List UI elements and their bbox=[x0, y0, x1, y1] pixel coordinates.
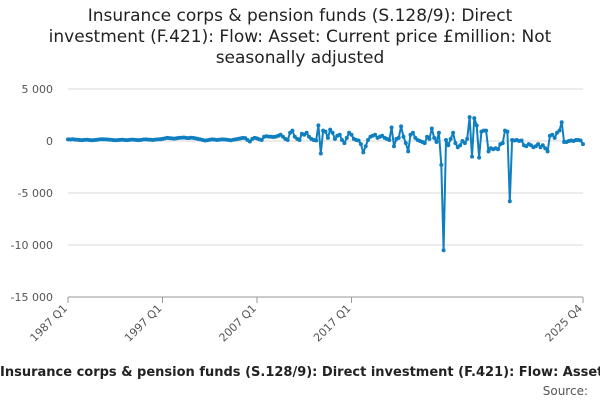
data-point bbox=[358, 142, 363, 147]
gridlines bbox=[68, 88, 583, 298]
data-point bbox=[389, 125, 394, 130]
data-point bbox=[474, 123, 479, 128]
data-point bbox=[477, 155, 482, 160]
data-point bbox=[429, 126, 434, 131]
data-point bbox=[543, 146, 548, 151]
data-point bbox=[290, 128, 295, 133]
legend-label: Insurance corps & pension funds (S.128/9… bbox=[0, 365, 600, 380]
data-point bbox=[373, 132, 378, 137]
data-point bbox=[507, 199, 512, 204]
source-label: Source: bbox=[542, 384, 588, 398]
data-point bbox=[578, 138, 583, 143]
data-point bbox=[318, 151, 323, 156]
title-line-3: seasonally adjusted bbox=[215, 48, 385, 68]
data-point bbox=[399, 124, 404, 129]
data-point bbox=[465, 136, 470, 141]
data-point bbox=[361, 150, 366, 155]
data-point bbox=[448, 136, 453, 141]
data-point bbox=[451, 130, 456, 135]
data-point bbox=[462, 141, 467, 146]
data-point bbox=[484, 128, 489, 133]
data-point bbox=[332, 136, 337, 141]
x-tick-label: 1997 Q1 bbox=[122, 302, 165, 345]
y-tick-label: 5 000 bbox=[22, 83, 54, 96]
data-point bbox=[401, 134, 406, 139]
data-point bbox=[406, 149, 411, 154]
y-axis: 5 000 0 -5 000 -10 000 -15 000 bbox=[11, 83, 53, 304]
series-line bbox=[67, 116, 584, 252]
x-tick-label: 2025 Q4 bbox=[543, 302, 586, 345]
y-tick-label: -15 000 bbox=[11, 291, 53, 304]
data-point bbox=[344, 135, 349, 140]
data-point bbox=[337, 132, 342, 137]
data-point bbox=[330, 130, 335, 135]
y-tick-label: -10 000 bbox=[11, 239, 53, 252]
data-point bbox=[325, 135, 330, 140]
data-point bbox=[314, 138, 319, 143]
data-point bbox=[557, 128, 562, 133]
data-point bbox=[500, 141, 505, 146]
data-point bbox=[403, 141, 408, 146]
data-point bbox=[446, 143, 451, 148]
data-point bbox=[323, 129, 328, 134]
data-point bbox=[349, 132, 354, 137]
data-point bbox=[453, 141, 458, 146]
data-point bbox=[342, 141, 347, 146]
data-point bbox=[444, 138, 448, 142]
data-point bbox=[505, 129, 510, 134]
data-point bbox=[366, 138, 370, 142]
x-tick-label: 2017 Q1 bbox=[311, 302, 354, 345]
data-point bbox=[467, 115, 472, 120]
y-tick-label: -5 000 bbox=[18, 187, 53, 200]
data-point bbox=[470, 154, 474, 159]
data-point bbox=[559, 120, 564, 125]
data-point bbox=[304, 130, 309, 135]
data-point bbox=[550, 132, 555, 137]
x-tick-label: 1987 Q1 bbox=[28, 302, 71, 345]
data-point bbox=[519, 138, 524, 143]
y-tick-label: 0 bbox=[46, 135, 53, 148]
data-point bbox=[396, 135, 401, 140]
data-point bbox=[552, 135, 557, 140]
data-point bbox=[581, 142, 585, 147]
data-point bbox=[387, 138, 392, 142]
data-point bbox=[458, 143, 463, 148]
data-point bbox=[441, 248, 446, 253]
data-point bbox=[356, 138, 361, 143]
data-point bbox=[486, 149, 491, 154]
data-point bbox=[439, 162, 444, 167]
data-point bbox=[285, 138, 290, 142]
chart-title: Insurance corps & pension funds (S.128/9… bbox=[0, 6, 600, 69]
data-point bbox=[328, 127, 333, 132]
data-point bbox=[316, 123, 321, 128]
data-point bbox=[545, 149, 550, 154]
data-point bbox=[259, 138, 264, 142]
data-point bbox=[434, 140, 439, 144]
data-point bbox=[340, 138, 344, 142]
data-point bbox=[472, 116, 477, 121]
title-line-2: investment (F.421): Flow: Asset: Current… bbox=[48, 27, 552, 47]
data-point bbox=[392, 144, 396, 149]
x-tick-label: 2007 Q1 bbox=[217, 302, 260, 345]
data-point bbox=[436, 130, 441, 135]
title-line-1: Insurance corps & pension funds (S.128/9… bbox=[87, 6, 513, 26]
data-point bbox=[363, 144, 368, 149]
series-group bbox=[66, 115, 585, 253]
legend: Insurance corps & pension funds (S.128/9… bbox=[0, 365, 600, 383]
data-point bbox=[540, 143, 545, 148]
data-point bbox=[427, 136, 432, 141]
x-axis: 1987 Q1 1997 Q1 2007 Q1 2017 Q1 2025 Q4 bbox=[28, 296, 586, 345]
data-point bbox=[422, 141, 427, 146]
data-point bbox=[432, 135, 437, 140]
data-point bbox=[496, 147, 500, 152]
data-point bbox=[297, 138, 302, 142]
data-point bbox=[536, 142, 541, 147]
data-point bbox=[410, 130, 415, 135]
data-point bbox=[247, 139, 252, 144]
